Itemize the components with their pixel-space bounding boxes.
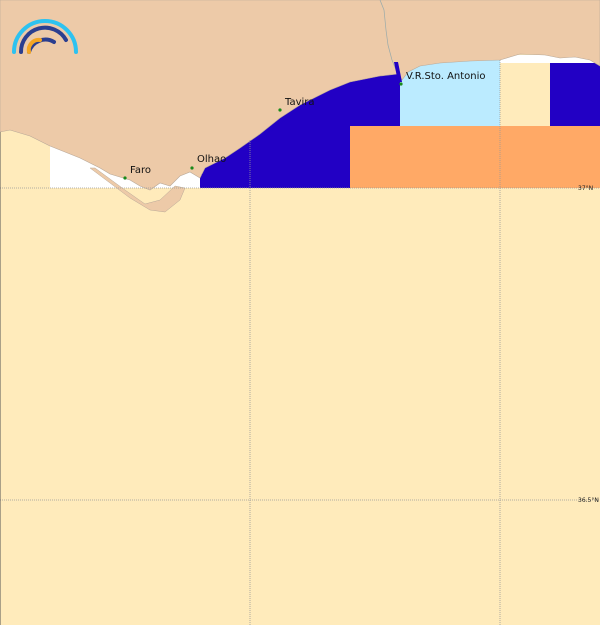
coastal-white-strip [500,55,600,63]
town-marker-tavira[interactable] [278,108,282,112]
ria-formosa-channel [201,107,301,176]
guadiana-river [379,0,399,76]
place-label-tavira: Tavira [284,97,315,108]
zone-orange [350,126,600,188]
land-mass [0,0,600,191]
guadiana-estuary [394,62,402,82]
barrier-islands [89,167,186,213]
place-label-olhao: Olhao [197,154,226,165]
rainbow-arc-logo [12,19,78,54]
zone-dark-blue-east [550,55,600,126]
town-marker-olhao[interactable] [190,166,194,170]
latitude-label-36-5n: 36.5°N [578,497,599,504]
latitude-label-37n: 37°N [578,185,593,192]
place-label-vrsa: V.R.Sto. Antonio [406,71,486,82]
town-marker-vrsa[interactable] [399,82,403,86]
place-label-faro: Faro [130,165,151,176]
town-marker-faro[interactable] [123,176,127,180]
zone-cream [500,55,550,126]
